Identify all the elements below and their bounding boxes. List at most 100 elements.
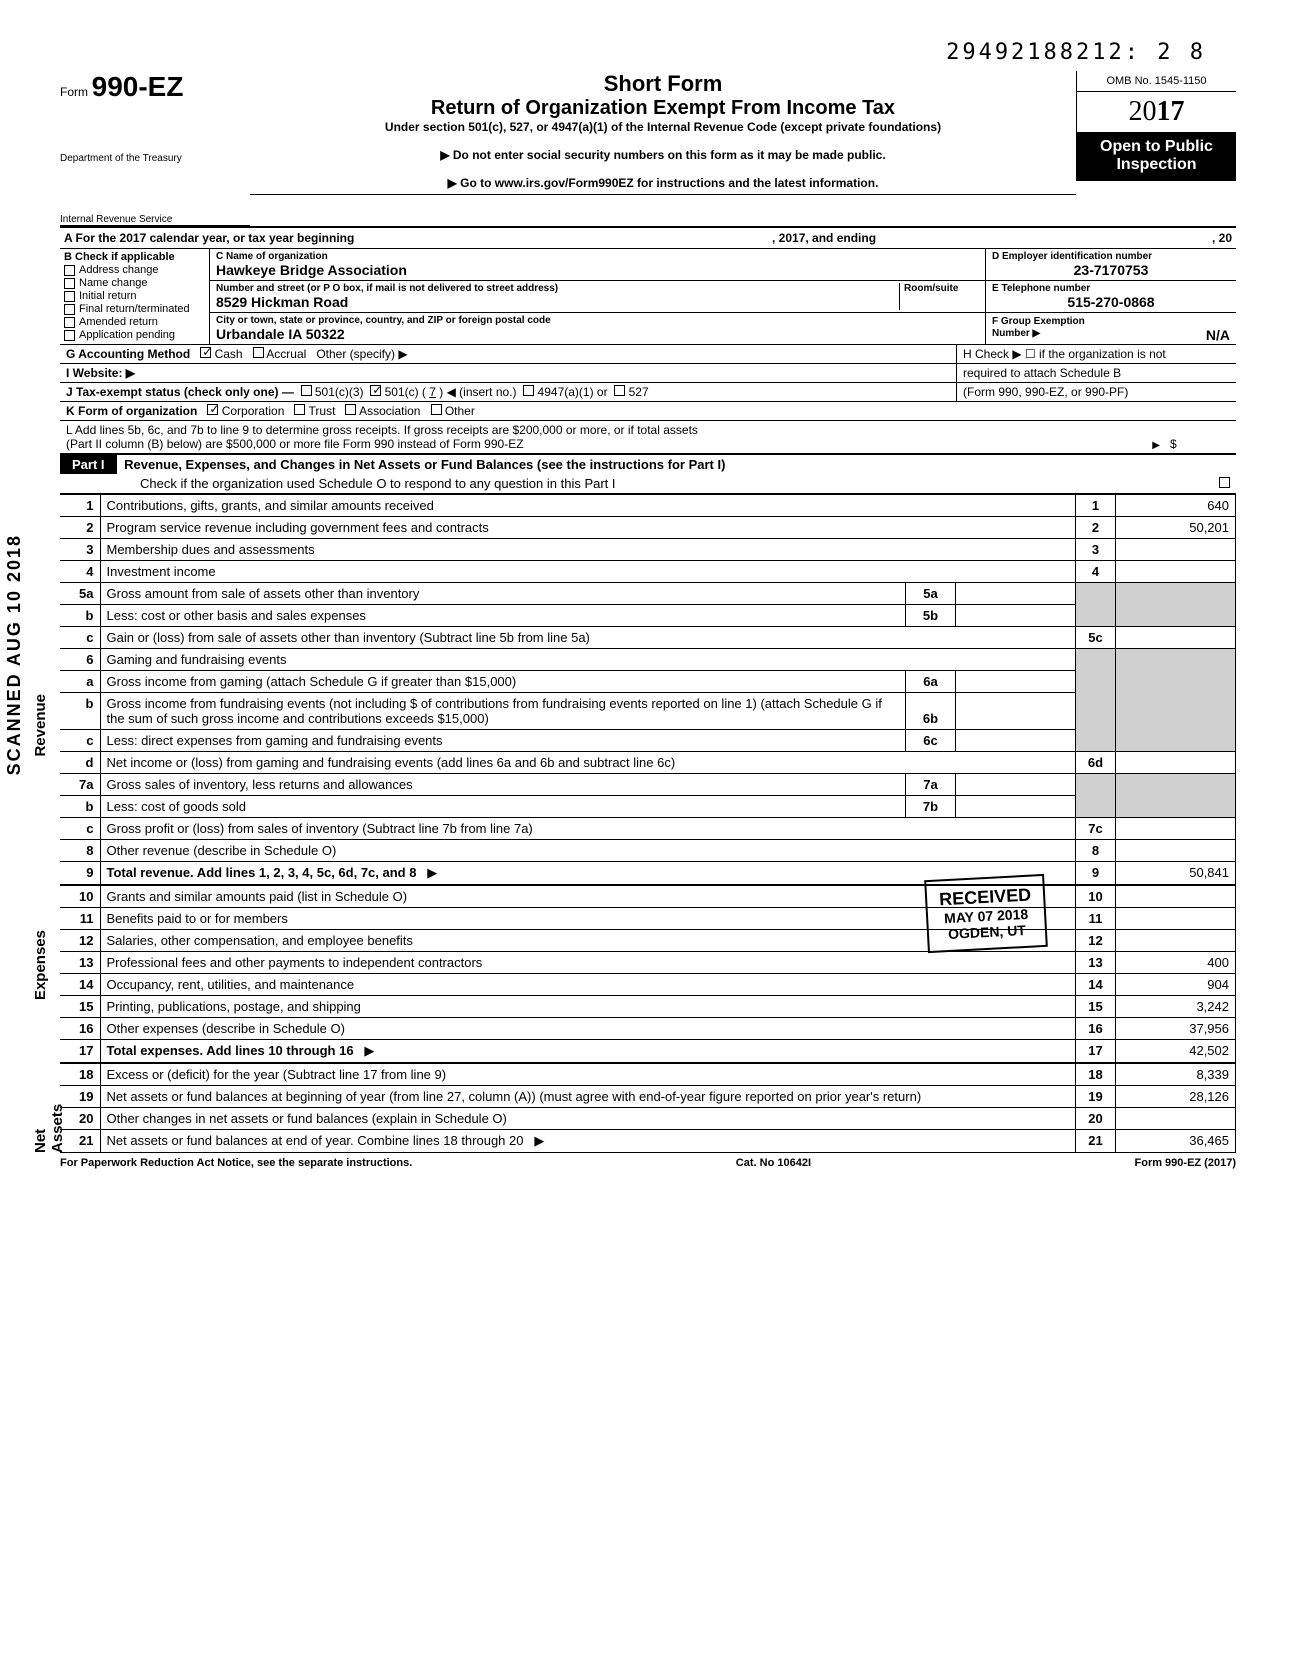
line-12: 12Salaries, other compensation, and empl… xyxy=(60,930,1236,952)
ln-desc: Gross sales of inventory, less returns a… xyxy=(107,777,413,792)
line-7c: cGross profit or (loss) from sales of in… xyxy=(60,818,1236,840)
row-j: J Tax-exempt status (check only one) — 5… xyxy=(60,383,1236,402)
line-17: 17Total expenses. Add lines 10 through 1… xyxy=(60,1040,1236,1063)
ln-num: 9 xyxy=(60,862,100,885)
sub-no: 7b xyxy=(906,796,956,818)
open-line1: Open to Public xyxy=(1079,138,1234,156)
line-11: 11Benefits paid to or for members11 xyxy=(60,908,1236,930)
ln-no: 14 xyxy=(1076,974,1116,996)
chk-amended-return[interactable]: Amended return xyxy=(64,316,205,328)
chk-other[interactable] xyxy=(431,404,442,415)
chk-corp[interactable]: ✓ xyxy=(207,404,218,415)
ln-amt: 37,956 xyxy=(1116,1018,1236,1040)
j-c: 501(c) ( xyxy=(385,385,426,399)
open-public: Open to Public Inspection xyxy=(1077,132,1236,180)
title-note-url: ▶ Go to www.irs.gov/Form990EZ for instru… xyxy=(250,176,1076,190)
label-k: K Form of organization xyxy=(66,404,197,418)
row-a: A For the 2017 calendar year, or tax yea… xyxy=(60,226,1236,249)
scanned-stamp: SCANNED AUG 10 2018 xyxy=(4,534,25,775)
ln-desc: Gross profit or (loss) from sales of inv… xyxy=(107,821,533,836)
row-l: L Add lines 5b, 6c, and 7b to line 9 to … xyxy=(60,421,1236,454)
section-bcd: B Check if applicable Address change Nam… xyxy=(60,249,1236,345)
sub-amt xyxy=(956,730,1076,752)
line-6a: aGross income from gaming (attach Schedu… xyxy=(60,671,1236,693)
chk-527[interactable] xyxy=(614,385,625,396)
group-value: N/A xyxy=(1206,327,1230,343)
line-1: 1Contributions, gifts, grants, and simil… xyxy=(60,495,1236,517)
line-19: 19Net assets or fund balances at beginni… xyxy=(60,1086,1236,1108)
line-13: 13Professional fees and other payments t… xyxy=(60,952,1236,974)
ln-desc: Investment income xyxy=(107,564,216,579)
ln-no: 9 xyxy=(1076,862,1116,885)
side-expenses: Expenses xyxy=(32,930,49,1000)
title-return: Return of Organization Exempt From Incom… xyxy=(250,97,1076,120)
ln-amt: 36,465 xyxy=(1116,1130,1236,1153)
ln-num: 11 xyxy=(60,908,100,930)
ln-num: 6 xyxy=(60,649,100,671)
ln-no: 3 xyxy=(1076,539,1116,561)
chk-address-change[interactable]: Address change xyxy=(64,264,205,276)
chk-501c3[interactable] xyxy=(301,385,312,396)
part1-title: Revenue, Expenses, and Changes in Net As… xyxy=(124,457,725,472)
expenses-section: Expenses RECEIVED MAY 07 2018 OGDEN, UT … xyxy=(60,885,1236,1063)
line-5c: cGain or (loss) from sale of assets othe… xyxy=(60,627,1236,649)
shaded xyxy=(1116,774,1236,818)
chk-accrual[interactable] xyxy=(253,347,264,358)
ln-amt xyxy=(1116,561,1236,583)
ln-desc: Other changes in net assets or fund bala… xyxy=(107,1111,507,1126)
ln-num: 15 xyxy=(60,996,100,1018)
ln-desc: Gross income from fundraising events (no… xyxy=(107,696,882,726)
j-c3: 501(c)(3) xyxy=(315,385,364,399)
ln-amt: 50,841 xyxy=(1116,862,1236,885)
shaded xyxy=(1116,649,1236,752)
ln-amt: 8,339 xyxy=(1116,1064,1236,1086)
ln-no: 21 xyxy=(1076,1130,1116,1153)
chk-assoc[interactable] xyxy=(345,404,356,415)
ln-num: 2 xyxy=(60,517,100,539)
ln-no: 17 xyxy=(1076,1040,1116,1063)
omb-number: OMB No. 1545-1150 xyxy=(1077,71,1236,92)
ln-num: 18 xyxy=(60,1064,100,1086)
title-under: Under section 501(c), 527, or 4947(a)(1)… xyxy=(250,120,1076,134)
ln-num: 4 xyxy=(60,561,100,583)
stamp-l3: OGDEN, UT xyxy=(941,922,1034,943)
line-15: 15Printing, publications, postage, and s… xyxy=(60,996,1236,1018)
sub-no: 5a xyxy=(906,583,956,605)
label-g: G Accounting Method xyxy=(66,347,190,361)
expenses-table: 10Grants and similar amounts paid (list … xyxy=(60,885,1236,1063)
line-10: 10Grants and similar amounts paid (list … xyxy=(60,886,1236,908)
chk-4947[interactable] xyxy=(523,385,534,396)
chk-cash[interactable]: ✓ xyxy=(200,347,211,358)
line-6c: cLess: direct expenses from gaming and f… xyxy=(60,730,1236,752)
chk-final-return[interactable]: Final return/terminated xyxy=(64,303,205,315)
sub-no: 5b xyxy=(906,605,956,627)
label-f2: Number ▶ xyxy=(992,328,1040,339)
label-d: D Employer identification number xyxy=(992,251,1230,262)
part1-check[interactable] xyxy=(1219,477,1230,488)
sub-no: 7a xyxy=(906,774,956,796)
ln-num: 16 xyxy=(60,1018,100,1040)
chk-label: Name change xyxy=(79,277,148,289)
chk-label: Application pending xyxy=(79,329,175,341)
ln-no: 16 xyxy=(1076,1018,1116,1040)
line-4: 4Investment income4 xyxy=(60,561,1236,583)
chk-501c[interactable]: ✓ xyxy=(370,385,381,396)
chk-name-change[interactable]: Name change xyxy=(64,277,205,289)
ln-num: 21 xyxy=(60,1130,100,1153)
chk-initial-return[interactable]: Initial return xyxy=(64,290,205,302)
chk-trust[interactable] xyxy=(294,404,305,415)
dept-irs: Internal Revenue Service xyxy=(60,214,250,225)
open-line2: Inspection xyxy=(1079,156,1234,174)
footer: For Paperwork Reduction Act Notice, see … xyxy=(60,1157,1236,1169)
chk-application-pending[interactable]: Application pending xyxy=(64,329,205,341)
line-6b: bGross income from fundraising events (n… xyxy=(60,693,1236,730)
phone-value: 515-270-0868 xyxy=(992,294,1230,310)
ln-desc: Benefits paid to or for members xyxy=(107,911,288,926)
ln-num: 1 xyxy=(60,495,100,517)
ln-num: 17 xyxy=(60,1040,100,1063)
k-trust: Trust xyxy=(309,404,336,418)
revenue-section: SCANNED AUG 10 2018 Revenue 1Contributio… xyxy=(60,494,1236,885)
line-21: 21Net assets or fund balances at end of … xyxy=(60,1130,1236,1153)
sub-no: 6c xyxy=(906,730,956,752)
ln-amt: 50,201 xyxy=(1116,517,1236,539)
